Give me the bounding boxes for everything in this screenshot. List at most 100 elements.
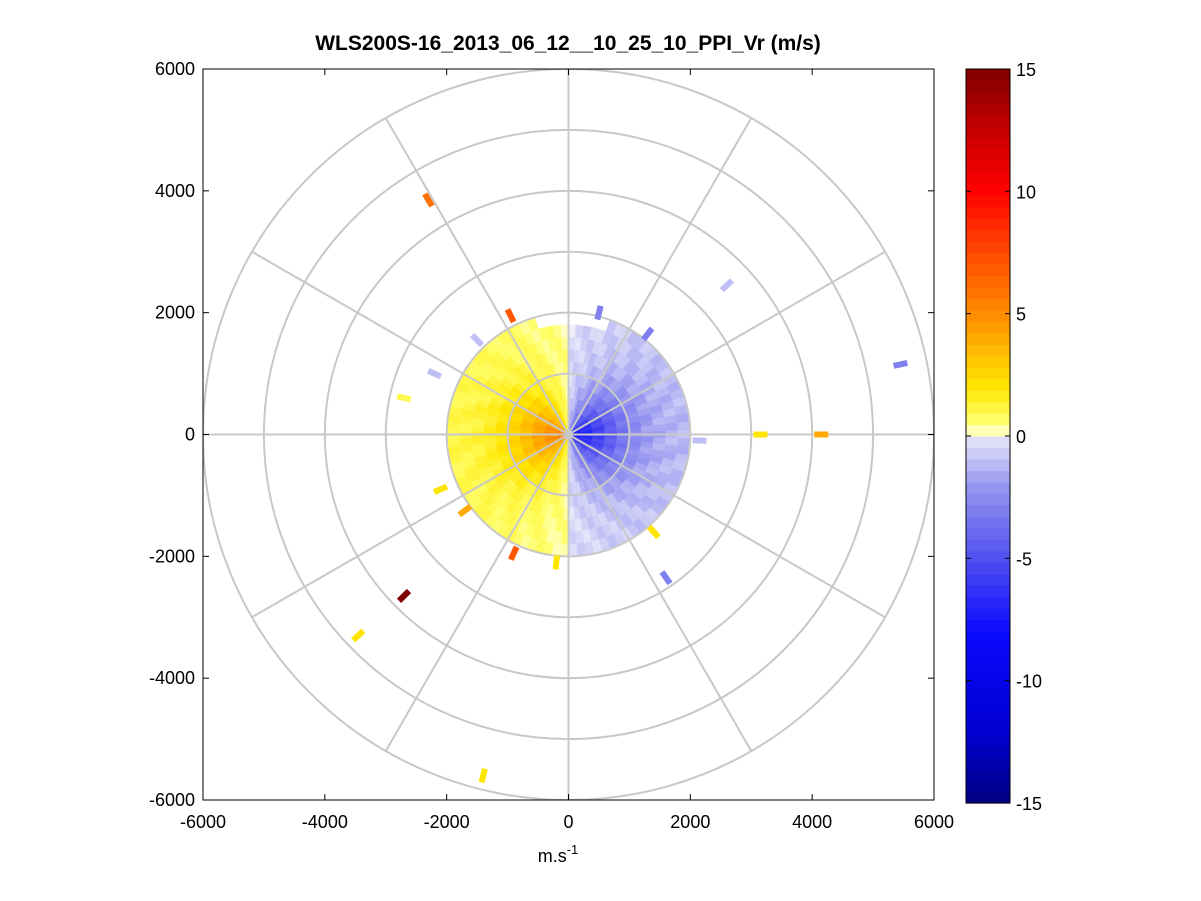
colorbar-swatch <box>966 630 1010 644</box>
colorbar-tick-label: 10 <box>1016 182 1036 202</box>
x-tick-label: 4000 <box>792 812 832 832</box>
field-cell <box>560 324 569 338</box>
colorbar-swatch <box>966 424 1010 437</box>
field-cell <box>446 438 460 448</box>
colorbar-swatch <box>966 401 1010 414</box>
x-axis-label-base: m.s <box>538 846 567 866</box>
field-cell <box>559 543 569 557</box>
colorbar-swatch <box>966 780 1010 793</box>
y-tick-label: 6000 <box>155 59 195 79</box>
range-gate <box>814 431 829 438</box>
range-gate <box>422 192 435 208</box>
azimuth-spoke <box>567 434 753 752</box>
range-gate <box>470 332 485 348</box>
field-cell <box>568 519 576 533</box>
azimuth-spoke <box>567 117 753 435</box>
field-cell <box>640 425 655 433</box>
range-gate <box>508 545 520 561</box>
polar-grid <box>203 69 934 800</box>
field-cell <box>568 543 578 557</box>
y-tick-label: -2000 <box>149 546 195 566</box>
azimuth-spoke <box>568 433 886 619</box>
field-cell <box>482 436 497 444</box>
colorbar-swatch <box>966 114 1010 127</box>
colorbar-swatch <box>966 309 1010 322</box>
scattered-gates <box>351 192 908 784</box>
colorbar-swatch <box>966 263 1010 277</box>
colorbar-swatch <box>966 172 1010 185</box>
colorbar-swatch <box>966 711 1010 724</box>
colorbar-swatch <box>966 470 1010 483</box>
colorbar-swatch <box>966 321 1010 334</box>
colorbar-swatch <box>966 481 1010 494</box>
field-cell <box>554 336 563 351</box>
field-cell <box>568 531 577 545</box>
range-gate <box>753 431 768 438</box>
colorbar-swatch <box>966 298 1010 311</box>
colorbar-swatch <box>966 149 1010 162</box>
colorbar-swatch <box>966 80 1010 93</box>
range-gate <box>351 628 366 643</box>
colorbar-swatch <box>966 378 1010 391</box>
field-cell <box>574 518 583 533</box>
colorbar-swatch <box>966 573 1010 586</box>
colorbar-tick-label: 0 <box>1016 427 1026 447</box>
colorbar-swatch <box>966 367 1010 380</box>
colorbar-swatch <box>966 688 1010 701</box>
colorbar-swatch <box>966 183 1010 196</box>
colorbar-swatch <box>966 229 1010 242</box>
field-cell <box>561 336 569 350</box>
colorbar-swatch <box>966 676 1010 689</box>
azimuth-spoke <box>251 250 569 436</box>
field-cell <box>628 426 642 433</box>
colorbar-swatch <box>966 699 1010 712</box>
azimuth-spoke <box>384 434 570 752</box>
colorbar-swatch <box>966 527 1010 540</box>
field-cell <box>665 422 679 432</box>
colorbar-swatch <box>966 608 1010 621</box>
field-cell <box>575 542 586 557</box>
x-axis-label: m.s-1 <box>538 842 579 866</box>
field-cell <box>574 530 585 545</box>
colorbar-swatch <box>966 332 1010 345</box>
range-gate <box>504 308 517 324</box>
x-tick-label: 6000 <box>914 812 954 832</box>
colorbar-swatch <box>966 596 1010 609</box>
azimuth-spoke <box>251 433 569 619</box>
colorbar-swatch <box>966 160 1010 173</box>
field-cell <box>458 437 472 447</box>
y-tick-label: -6000 <box>149 790 195 810</box>
range-gate <box>893 360 908 369</box>
colorbar-tick-label: 5 <box>1016 305 1026 325</box>
field-cell <box>677 421 691 431</box>
colorbar-swatch <box>966 286 1010 299</box>
colorbar: 15 10 5 0 -5 -10 -15 <box>965 60 1042 814</box>
range-gate <box>457 504 473 518</box>
colorbar-swatch <box>966 722 1010 735</box>
axis-ticks: -6000 -4000 -2000 0 2000 4000 6000 -6000 -4000 -2… <box>149 59 954 832</box>
colorbar-swatch <box>966 619 1010 632</box>
colorbar-swatch <box>966 69 1010 82</box>
range-gate <box>396 393 412 403</box>
colorbar-swatch <box>966 768 1010 781</box>
colorbar-swatch <box>966 458 1010 472</box>
x-tick-label: -2000 <box>424 812 470 832</box>
colorbar-tick-label: -5 <box>1016 549 1032 569</box>
colorbar-swatch <box>966 195 1010 208</box>
colorbar-swatch <box>966 241 1010 254</box>
field-cell <box>560 531 569 545</box>
colorbar-tick-label: 15 <box>1016 60 1036 80</box>
y-tick-label: 0 <box>185 425 195 445</box>
colorbar-swatch <box>966 103 1010 116</box>
colorbar-swatch <box>966 390 1010 403</box>
range-gate <box>396 588 412 603</box>
colorbar-swatch <box>966 791 1010 804</box>
y-tick-label: 4000 <box>155 181 195 201</box>
colorbar-tick-label: -10 <box>1016 672 1042 692</box>
field-cell <box>470 437 484 446</box>
colorbar-tick-label: -15 <box>1016 794 1042 814</box>
colorbar-swatch <box>966 665 1010 678</box>
azimuth-spoke <box>568 250 886 436</box>
colorbar-swatch <box>966 539 1010 552</box>
